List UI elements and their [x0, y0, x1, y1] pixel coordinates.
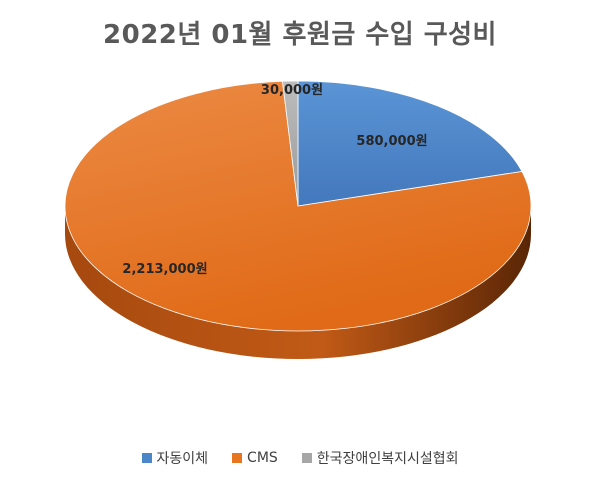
legend-item-CMS: CMS — [232, 448, 278, 468]
pie-slice-자동이체 — [297, 80, 523, 207]
data-label-CMS: 2,213,000원 — [122, 262, 207, 277]
pie-slice-CMS — [64, 80, 532, 332]
legend-item-한국장애인복지시설협회: 한국장애인복지시설협회 — [301, 448, 459, 468]
legend-swatch — [232, 453, 243, 463]
pie-chart: 580,000원 2,213,000원 30,000원 — [64, 80, 532, 359]
chart-title: 2022년 01월 후원금 수입 구성비 — [103, 20, 497, 50]
legend-label: 한국장애인복지시설협회 — [316, 451, 459, 467]
pie-slice-한국장애인복지시설협회 — [282, 80, 299, 207]
legend-swatch — [141, 453, 152, 463]
legend-label: 자동이체 — [156, 451, 209, 467]
data-label-한국장애인복지시설협회: 30,000원 — [261, 83, 323, 98]
legend-label: CMS — [247, 450, 278, 466]
legend: 자동이체 CMS 한국장애인복지시설협회 — [0, 448, 600, 468]
data-label-자동이체: 580,000원 — [356, 134, 427, 149]
pie-side-CMS — [65, 206, 531, 359]
legend-swatch — [301, 453, 312, 463]
legend-item-자동이체: 자동이체 — [141, 448, 209, 468]
